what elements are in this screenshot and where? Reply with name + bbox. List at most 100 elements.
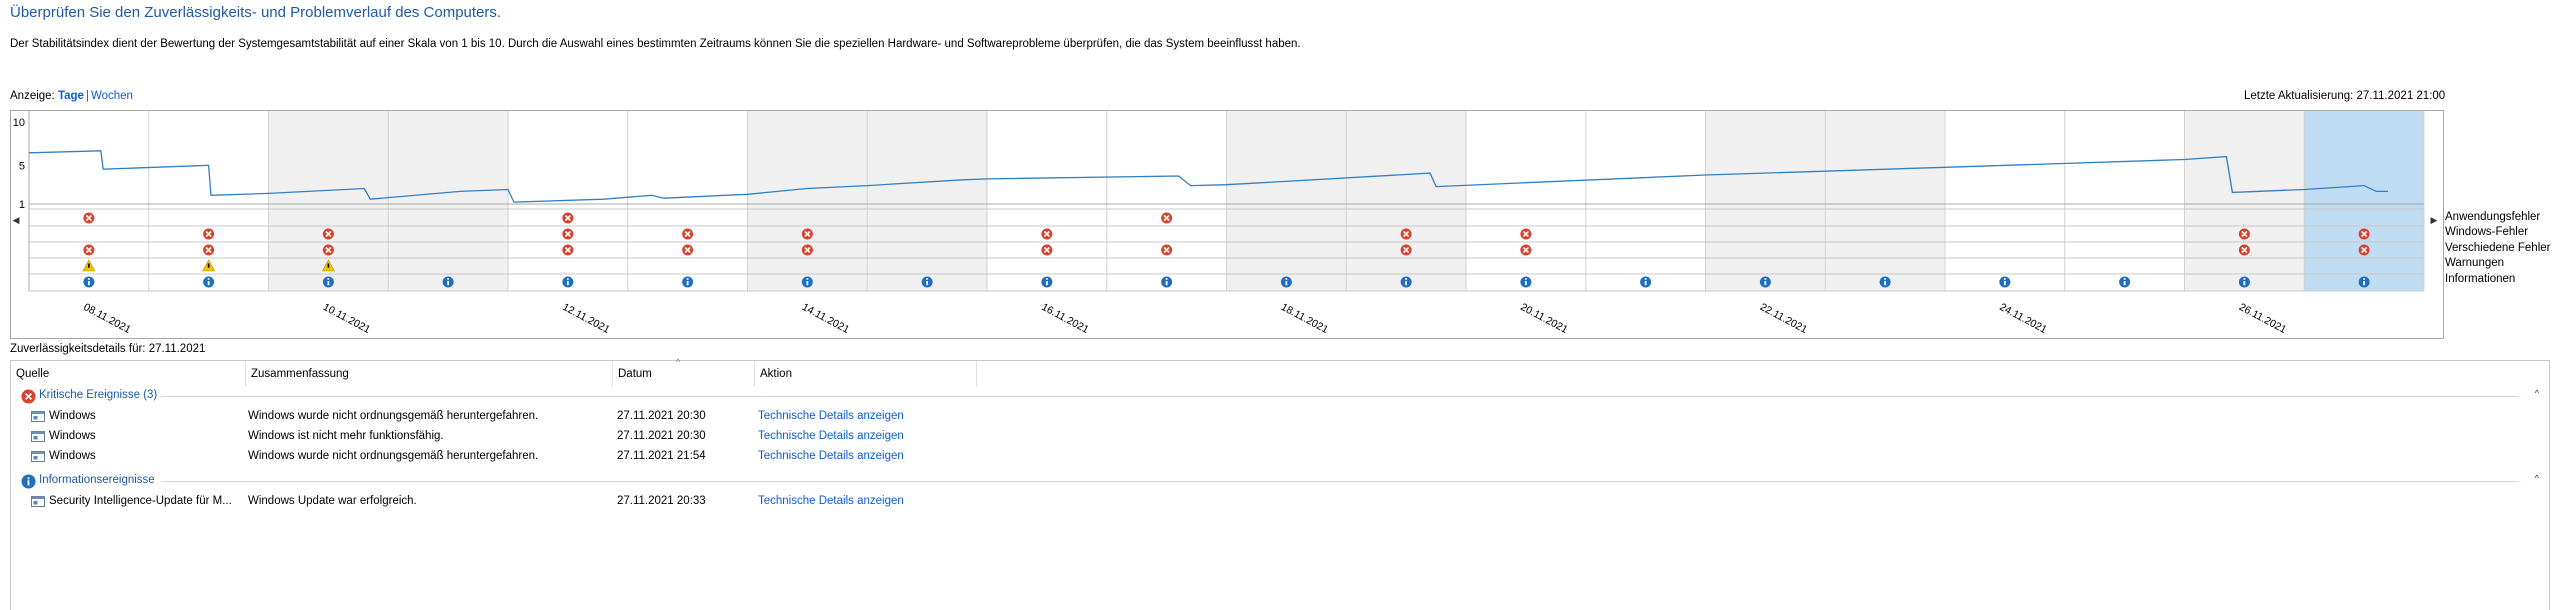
technical-details-link[interactable]: Technische Details anzeigen (758, 430, 904, 442)
row-source: Security Intelligence-Update für M... (49, 495, 232, 507)
info-icon-dot (1764, 278, 1767, 280)
info-icon-dot (447, 278, 450, 280)
y-tick-label: 1 (19, 199, 25, 211)
group-critical-events[interactable]: Kritische Ereignisse (3) ^ (11, 387, 2549, 405)
legend-application-errors: Anwendungsfehler (2445, 211, 2541, 223)
sort-ascending-icon: ^ (676, 357, 681, 367)
information-icon (21, 474, 36, 489)
collapse-chevron-icon[interactable]: ^ (2534, 473, 2539, 483)
info-icon-mark (1884, 281, 1887, 286)
info-icon-mark (87, 281, 90, 286)
column-action[interactable]: Aktion (755, 361, 977, 387)
day-column[interactable] (1346, 111, 1466, 291)
technical-details-link[interactable]: Technische Details anzeigen (758, 410, 904, 422)
window-app-icon (31, 496, 45, 507)
day-column[interactable] (747, 111, 868, 291)
y-tick-label: 5 (19, 160, 25, 172)
row-source: Windows (49, 430, 96, 442)
info-icon-dot (207, 278, 210, 280)
info-icon-dot (1165, 278, 1168, 280)
day-column[interactable] (1705, 111, 1826, 291)
info-icon-dot (2003, 278, 2006, 280)
info-icon-mark (1045, 281, 1048, 286)
collapse-chevron-icon[interactable]: ^ (2534, 388, 2539, 398)
info-icon-mark (2003, 281, 2006, 286)
info-icon-dot (1045, 278, 1048, 280)
technical-details-link[interactable]: Technische Details anzeigen (758, 450, 904, 462)
table-row[interactable]: Security Intelligence-Update für M... Wi… (11, 492, 2549, 512)
window-app-icon (31, 431, 45, 442)
info-icon-mark (926, 281, 929, 286)
error-icon-cross (564, 214, 571, 222)
day-column[interactable] (1226, 111, 1347, 291)
row-date: 27.11.2021 20:33 (617, 495, 706, 507)
day-column[interactable] (627, 111, 748, 291)
info-icon-dot (2123, 278, 2126, 280)
table-row[interactable]: Windows Windows wurde nicht ordnungsgemä… (11, 407, 2549, 427)
row-summary: Windows wurde nicht ordnungsgemäß herunt… (248, 450, 539, 462)
legend-misc-errors: Verschiedene Fehler (2445, 241, 2551, 254)
x-axis-date-label: 10.11.2021 (321, 301, 372, 336)
day-column[interactable] (867, 111, 987, 291)
day-column[interactable] (1825, 111, 1945, 291)
info-icon-mark (2363, 281, 2366, 286)
info-icon-mark (207, 281, 210, 286)
info-icon-mark (2123, 281, 2126, 286)
day-column[interactable] (1585, 111, 1706, 291)
view-weeks-link[interactable]: Wochen (90, 90, 133, 102)
error-icon-cross (1522, 230, 1529, 238)
warning-icon-mark (327, 263, 330, 268)
details-date-label: Zuverlässigkeitsdetails für: 27.11.2021 (10, 343, 206, 355)
warning-icon-mark (207, 263, 210, 268)
table-row[interactable]: Windows Windows wurde nicht ordnungsgemä… (11, 447, 2549, 467)
row-summary: Windows ist nicht mehr funktionsfähig. (248, 430, 444, 442)
day-column[interactable] (2304, 111, 2424, 291)
info-icon-dot (1644, 278, 1647, 280)
view-separator: | (85, 90, 89, 102)
window-app-icon (31, 411, 45, 422)
group-information-title: Informationsereignisse (39, 474, 155, 486)
day-column[interactable] (388, 111, 508, 291)
reliability-chart[interactable]: 10 5 1 08.11.2021 10.11.2021 12.11.2021 14.11.… (10, 110, 2444, 339)
x-axis-date-label: 22.11.2021 (1758, 301, 1809, 336)
info-icon-mark (2243, 281, 2246, 286)
row-summary: Windows Update war erfolgreich. (248, 495, 417, 507)
view-days-link[interactable]: Tage (57, 90, 84, 102)
group-information-events[interactable]: Informationsereignisse ^ (11, 472, 2549, 490)
day-column[interactable] (2064, 111, 2185, 291)
details-table: Quelle Zusammenfassung Datum Aktion ^ Kr… (10, 357, 2550, 610)
day-column[interactable] (1106, 111, 1227, 291)
technical-details-link[interactable]: Technische Details anzeigen (758, 495, 904, 507)
scroll-left-icon[interactable]: ◀ (12, 215, 20, 225)
legend-warnings: Warnungen (2445, 257, 2505, 270)
table-row[interactable]: Windows Windows ist nicht mehr funktions… (11, 427, 2549, 447)
column-date[interactable]: Datum (613, 361, 755, 387)
chart-legend: Anwendungsfehler Windows-Fehler Verschie… (2445, 210, 2550, 287)
x-axis-date-label: 12.11.2021 (560, 301, 611, 336)
column-source[interactable]: Quelle (11, 361, 246, 387)
error-icon-cross (2361, 246, 2368, 254)
last-update-label: Letzte Aktualisierung: 27.11.2021 21:00 (2244, 90, 2446, 102)
error-icon-cross (85, 246, 92, 254)
column-summary[interactable]: Zusammenfassung (246, 361, 613, 387)
error-icon-cross (2361, 230, 2368, 238)
error-icon-cross (564, 230, 571, 238)
day-column[interactable] (2184, 111, 2305, 291)
info-icon-mark (1644, 281, 1647, 286)
error-icon-cross (684, 246, 691, 254)
x-axis-date-label: 14.11.2021 (800, 301, 851, 336)
error-icon-cross (804, 230, 811, 238)
group-divider (161, 396, 2519, 397)
day-column[interactable] (1945, 111, 2065, 291)
day-column[interactable] (1466, 111, 1586, 291)
window-app-icon (31, 451, 45, 462)
x-axis-date-label: 26.11.2021 (2237, 301, 2288, 336)
info-icon-dot (87, 278, 90, 280)
day-column[interactable] (987, 111, 1107, 291)
reliability-chart-svg[interactable]: 10 5 1 08.11.2021 10.11.2021 12.11.2021 14.11.… (11, 111, 2443, 338)
scroll-right-icon[interactable]: ▶ (2430, 215, 2438, 225)
info-icon-dot (1405, 278, 1408, 280)
error-icon-cross (1403, 246, 1410, 254)
x-axis-date-label: 16.11.2021 (1039, 301, 1090, 336)
info-icon-mark (327, 281, 330, 286)
